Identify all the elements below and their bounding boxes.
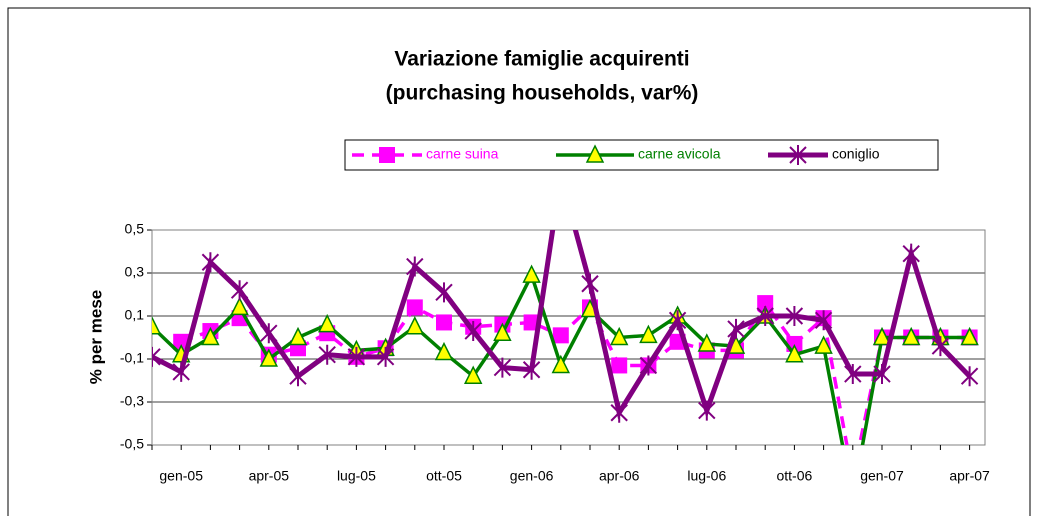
y-axis-label: % per mese xyxy=(86,290,105,385)
data-point xyxy=(318,344,336,365)
data-point xyxy=(960,326,979,346)
data-point xyxy=(493,322,512,341)
x-tick-label: gen-07 xyxy=(860,468,904,484)
y-tick-label: 0,3 xyxy=(125,264,145,280)
x-tick-label: apr-06 xyxy=(599,468,640,484)
data-point xyxy=(551,354,571,374)
y-tick-label: -0,1 xyxy=(120,350,144,366)
data-point xyxy=(552,327,569,344)
data-point xyxy=(872,326,892,346)
data-point xyxy=(814,310,833,331)
data-point xyxy=(639,355,658,376)
x-tick-label: lug-05 xyxy=(337,468,376,484)
data-point xyxy=(152,316,162,335)
plot-area xyxy=(151,229,986,446)
data-point xyxy=(639,324,658,344)
legend-label: coniglio xyxy=(832,146,880,162)
x-tick-label: gen-05 xyxy=(159,468,203,484)
legend-label: carne suina xyxy=(426,146,499,162)
x-tick-label: ott-05 xyxy=(426,468,462,484)
data-point xyxy=(152,346,161,367)
data-point xyxy=(317,313,337,333)
y-tick-label: -0,3 xyxy=(120,393,144,409)
data-point xyxy=(581,273,599,294)
data-point xyxy=(435,282,453,303)
data-point xyxy=(901,326,921,346)
data-point xyxy=(289,366,307,387)
x-tick-label: apr-05 xyxy=(249,468,290,484)
legend-marker xyxy=(789,145,807,165)
x-tick-label: lug-06 xyxy=(687,468,726,484)
data-point xyxy=(230,296,249,316)
data-point xyxy=(668,310,687,331)
data-point xyxy=(259,348,279,367)
data-point xyxy=(698,400,716,421)
data-point xyxy=(463,365,483,384)
series xyxy=(152,264,979,445)
data-point xyxy=(173,333,190,350)
data-point xyxy=(844,364,862,385)
data-point xyxy=(464,321,482,342)
series xyxy=(152,230,979,423)
data-point xyxy=(756,306,774,326)
data-point xyxy=(814,335,833,354)
x-tick-label: apr-07 xyxy=(949,468,990,484)
data-point xyxy=(697,333,717,352)
data-point xyxy=(405,316,425,335)
data-point xyxy=(201,326,220,346)
legend-marker xyxy=(379,147,395,163)
chart-title: Variazione famiglie acquirenti xyxy=(394,48,689,71)
x-tick-label: ott-06 xyxy=(776,468,812,484)
data-point xyxy=(523,314,540,331)
series-line xyxy=(180,299,970,445)
y-tick-label: -0,5 xyxy=(120,436,144,452)
series-line xyxy=(152,230,972,420)
y-tick-label: 0,1 xyxy=(125,307,145,323)
data-point xyxy=(522,359,541,380)
legend-box xyxy=(344,139,939,171)
data-point xyxy=(406,256,424,277)
chart-border xyxy=(7,7,1031,516)
data-point xyxy=(201,252,220,273)
data-point xyxy=(609,326,629,346)
data-point xyxy=(230,280,249,301)
data-point xyxy=(931,336,950,357)
data-point xyxy=(610,402,628,423)
data-point xyxy=(785,344,804,363)
data-point xyxy=(434,341,454,361)
data-point xyxy=(376,346,395,367)
data-point xyxy=(727,318,745,339)
y-tick-label: 0,5 xyxy=(125,221,145,237)
data-point xyxy=(611,357,628,374)
data-point xyxy=(172,361,190,382)
data-point xyxy=(436,314,452,331)
data-point xyxy=(522,264,541,283)
data-point xyxy=(260,323,278,344)
legend-marker xyxy=(585,144,605,163)
data-point xyxy=(873,364,891,385)
data-point xyxy=(406,299,423,316)
x-tick-label: gen-06 xyxy=(510,468,554,484)
data-point xyxy=(493,357,512,378)
data-point xyxy=(757,295,774,312)
data-point xyxy=(288,326,308,346)
data-point xyxy=(902,243,920,264)
data-point xyxy=(960,366,979,387)
chart-subtitle: (purchasing households, var%) xyxy=(386,82,699,105)
data-point xyxy=(347,346,366,367)
data-point xyxy=(785,306,804,326)
legend-label: carne avicola xyxy=(638,146,721,162)
